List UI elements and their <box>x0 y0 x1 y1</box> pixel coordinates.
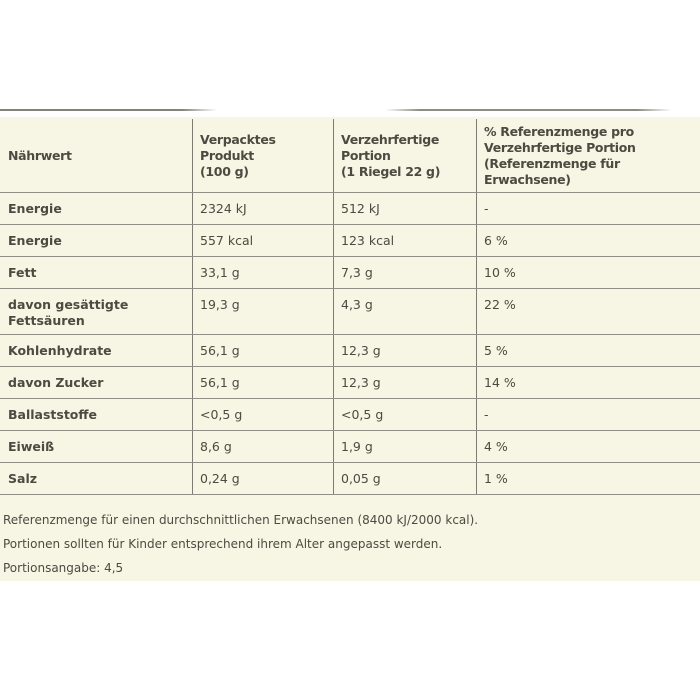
value-per-portion: 7,3 g <box>334 257 477 288</box>
nutrition-table: Nährwert Verpacktes Produkt (100 g) Verz… <box>0 119 700 495</box>
header-nutrient: Nährwert <box>0 119 193 192</box>
value-per-100g: 56,1 g <box>193 367 334 398</box>
reference-percentage: - <box>484 407 489 422</box>
nutrient-label: Kohlenhydrate <box>0 335 193 366</box>
value-per-portion: 12,3 g <box>334 335 477 366</box>
table-row: Energie 557 kcal 123 kcal 6 % <box>0 225 700 257</box>
value-per-portion: 512 kJ <box>334 193 477 224</box>
nutrient-label: davon gesättigte Fettsäuren <box>0 289 193 334</box>
value-per-100g: 56,1 g <box>193 335 334 366</box>
footnote-children-portions: Portionen sollten für Kinder entsprechen… <box>3 537 443 551</box>
nutrient-label: Fett <box>0 257 193 288</box>
table-row: Kohlenhydrate 56,1 g 12,3 g 5 % <box>0 335 700 367</box>
footnote-portion-count: Portionsangabe: 4,5 <box>3 561 124 575</box>
value-per-100g: 33,1 g <box>193 257 334 288</box>
header-ready-portion: Verzehrfertige Portion (1 Riegel 22 g) <box>334 119 477 192</box>
table-row: Eiweiß 8,6 g 1,9 g 4 % <box>0 431 700 463</box>
reference-percentage: 1 % <box>484 471 508 486</box>
table-header-row: Nährwert Verpacktes Produkt (100 g) Verz… <box>0 119 700 193</box>
reference-percentage: 14 % <box>484 375 516 390</box>
reference-percentage: 5 % <box>484 343 508 358</box>
table-row: Salz 0,24 g 0,05 g 1 % <box>0 463 700 495</box>
value-per-portion: 1,9 g <box>334 431 477 462</box>
value-per-100g: <0,5 g <box>193 399 334 430</box>
table-row: davon Zucker 56,1 g 12,3 g 14 % <box>0 367 700 399</box>
footnotes: Referenzmenge für einen durchschnittlich… <box>0 513 700 576</box>
footnote-reference-amount: Referenzmenge für einen durchschnittlich… <box>3 513 479 527</box>
nutrient-label: davon Zucker <box>0 367 193 398</box>
value-per-portion: 4,3 g <box>334 289 477 334</box>
nutrition-panel: Nährwert Verpacktes Produkt (100 g) Verz… <box>0 117 700 581</box>
header-reference-amount: % Referenzmenge pro Verzehrfertige Porti… <box>484 123 636 187</box>
nutrient-label: Energie <box>0 225 193 256</box>
nutrient-label: Ballaststoffe <box>0 399 193 430</box>
nutrient-label: Salz <box>0 463 193 494</box>
table-row: Ballaststoffe <0,5 g <0,5 g - <box>0 399 700 431</box>
nutrient-label: Eiweiß <box>0 431 193 462</box>
table-row: Fett 33,1 g 7,3 g 10 % <box>0 257 700 289</box>
value-per-portion: <0,5 g <box>334 399 477 430</box>
value-per-portion: 123 kcal <box>334 225 477 256</box>
reference-percentage: 4 % <box>484 439 508 454</box>
table-row: davon gesättigte Fettsäuren 19,3 g 4,3 g… <box>0 289 700 335</box>
value-per-100g: 2324 kJ <box>193 193 334 224</box>
table-top-rule <box>0 109 700 111</box>
reference-percentage: - <box>484 201 489 216</box>
value-per-portion: 12,3 g <box>334 367 477 398</box>
value-per-100g: 557 kcal <box>193 225 334 256</box>
value-per-100g: 0,24 g <box>193 463 334 494</box>
value-per-100g: 19,3 g <box>193 289 334 334</box>
header-packaged-product: Verpacktes Produkt (100 g) <box>193 119 334 192</box>
nutrient-label: Energie <box>0 193 193 224</box>
table-row: Energie 2324 kJ 512 kJ - <box>0 193 700 225</box>
value-per-100g: 8,6 g <box>193 431 334 462</box>
value-per-portion: 0,05 g <box>334 463 477 494</box>
reference-percentage: 6 % <box>484 233 508 248</box>
reference-percentage: 10 % <box>484 265 516 280</box>
reference-percentage: 22 % <box>484 297 516 312</box>
